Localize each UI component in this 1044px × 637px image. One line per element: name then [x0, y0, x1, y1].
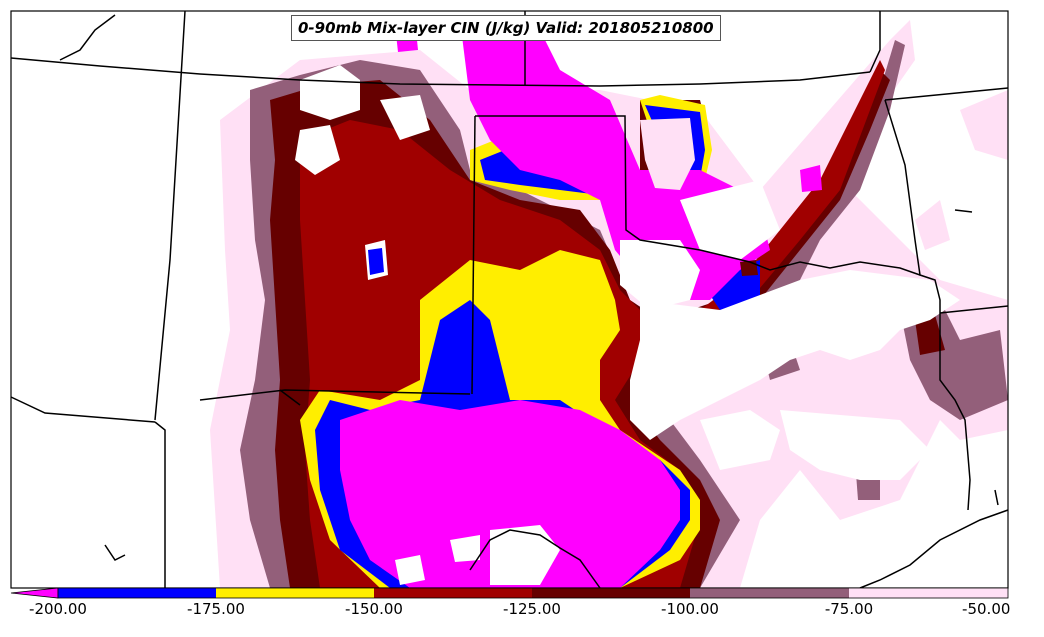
colorbar-segment [690, 588, 849, 598]
colorbar-tick-label: -75.00 [824, 600, 874, 618]
cin-white-holes [295, 65, 960, 585]
colorbar-segment [216, 588, 374, 598]
colorbar-segment [849, 588, 1008, 598]
colorbar-tick-label: -100.00 [661, 600, 719, 618]
colorbar-tick-label: -125.00 [503, 600, 561, 618]
colorbar-segment [58, 588, 216, 598]
colorbar-segment [374, 588, 532, 598]
cin-contour-fill [11, 11, 1008, 588]
colorbar-segment [532, 588, 690, 598]
colorbar-outline [57, 587, 1009, 599]
colorbar-tick-label: -150.00 [345, 600, 403, 618]
colorbar-tick-label: -50.00 [962, 600, 1011, 618]
colorbar [10, 587, 1009, 599]
colorbar-extend-triangle [10, 587, 59, 599]
colorbar-tick-label: -200.00 [29, 600, 87, 618]
map-title: 0-90mb Mix-layer CIN (J/kg) Valid: 20180… [291, 15, 721, 41]
cin-small-blue-spot [368, 248, 384, 275]
colorbar-tick-label: -175.00 [187, 600, 245, 618]
state-boundaries [10, 10, 1009, 589]
